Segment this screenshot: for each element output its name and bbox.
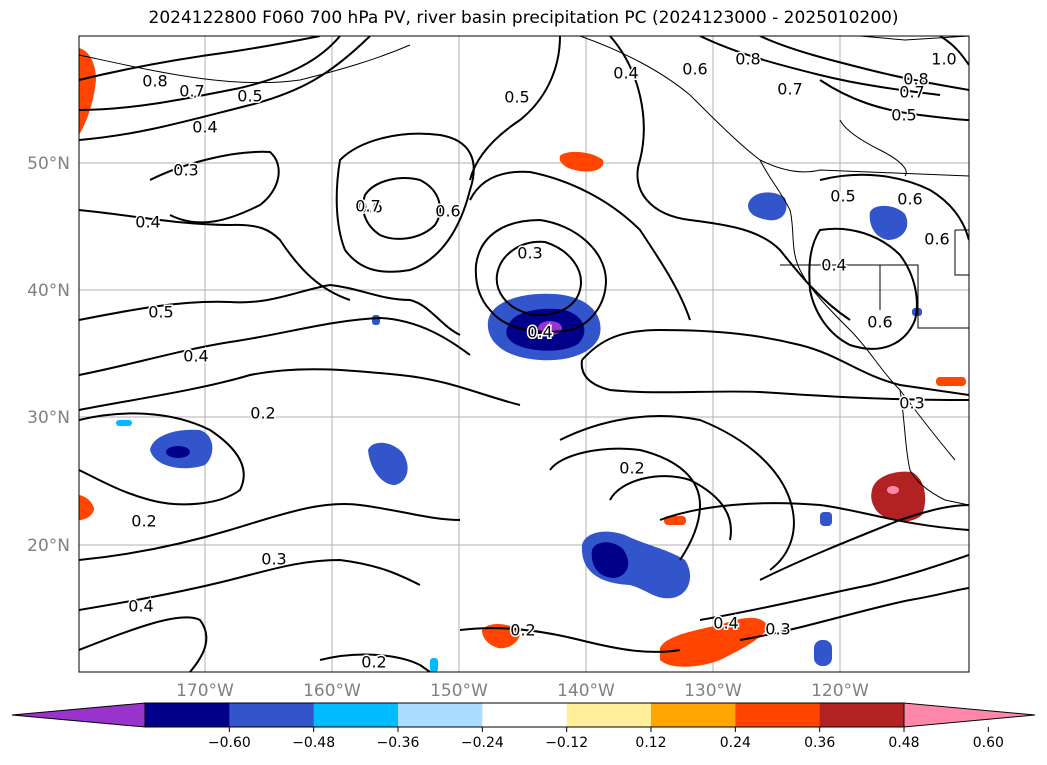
contour-label: 0.3 [173, 161, 198, 180]
contour-label: 1.0 [931, 50, 956, 69]
colorbar-tick-label: −0.60 [208, 735, 251, 751]
contour-label: 0.3 [517, 244, 542, 263]
colorbar-frame [144, 702, 905, 728]
pos-anomaly-nw [79, 48, 96, 135]
latitude-labels: 50°N 40°N 30°N 20°N [27, 154, 70, 556]
map-frame [78, 35, 970, 673]
map-title: 2024122800 F060 700 hPa PV, river basin … [148, 8, 899, 28]
neg-anomaly-wa [748, 192, 787, 221]
colorbar-tick-label: −0.48 [292, 735, 335, 751]
contour-label: 0.4 [183, 347, 208, 366]
contour-label: 0.3 [261, 550, 286, 569]
contour-label: 0.6 [435, 202, 460, 221]
gridlines [79, 36, 969, 672]
contour-label: 0.3 [765, 620, 790, 639]
contour-label: 0.5 [504, 88, 529, 107]
longitude-labels: 170°W 160°W 150°W 140°W 130°W 120°W [176, 681, 869, 701]
precip-anomalies [79, 48, 966, 672]
lat-label: 30°N [27, 408, 70, 428]
colorbar-extend-high [903, 702, 1036, 728]
contour-label: 0.5 [237, 87, 262, 106]
contour-label: 0.4 [613, 64, 638, 83]
lon-label: 130°W [684, 681, 742, 701]
contour-label: 0.7 [179, 82, 204, 101]
contour-label: 0.5 [148, 303, 173, 322]
colorbar-segment [145, 703, 230, 727]
contour-label-group: 0.8 0.7 0.5 0.4 0.3 0.6 0.4 0.5 0.4 0.2 … [127, 48, 958, 672]
contour-label: 0.7 [355, 197, 380, 216]
colorbar-segment [482, 703, 568, 727]
contour-label: 0.8 [735, 50, 760, 69]
contour-label: 0.5 [830, 187, 855, 206]
contour-label: 0.6 [924, 230, 949, 249]
lon-label: 160°W [303, 681, 361, 701]
colorbar-tick-label: 0.48 [888, 735, 919, 751]
contour-label: 0.4 [128, 597, 153, 616]
contour-label: 0.4 [135, 213, 160, 232]
contour-label: 0.7 [899, 83, 924, 102]
contour-label: 0.6 [897, 190, 922, 209]
lat-label: 40°N [27, 281, 70, 301]
colorbar-segment [398, 703, 483, 727]
lon-label: 140°W [557, 681, 615, 701]
colorbar-tick-label: −0.24 [461, 735, 504, 751]
pos-anomaly-subtropical [871, 471, 926, 522]
lon-label: 120°W [811, 681, 869, 701]
colorbar-segment [819, 703, 905, 727]
colorbar-segment [735, 703, 821, 727]
contour-label: 0.6 [682, 60, 707, 79]
contour-label: 0.4 [192, 118, 217, 137]
lat-label: 50°N [27, 154, 70, 174]
contour-label: 0.8 [903, 70, 928, 89]
colorbar-segment [229, 703, 315, 727]
coastlines [79, 36, 969, 506]
contour-label: 0.2 [131, 512, 156, 531]
contour-label: 0.4 [713, 614, 738, 633]
lon-label: 170°W [176, 681, 234, 701]
pos-anomaly-bc [559, 151, 604, 172]
contour-label: 0.7 [777, 80, 802, 99]
pv-contours [79, 36, 969, 672]
contour-label: 0.2 [361, 653, 386, 672]
pos-anomaly-w [79, 495, 94, 520]
contour-label: 0.2 [619, 459, 644, 478]
colorbar-tick-label: −0.12 [545, 735, 588, 751]
contour-label: 0.4 [821, 256, 846, 275]
contour-label: 0.6 [357, 198, 382, 217]
contour-label: 0.2 [510, 621, 535, 640]
colorbar-tick-label: 0.36 [804, 735, 835, 751]
contour-label: 0.8 [142, 72, 167, 91]
colorbar-segment [566, 703, 652, 727]
contour-label: 0.5 [891, 106, 916, 125]
pos-anomaly-southeast [660, 617, 768, 667]
contour-label: 0.3 [899, 394, 924, 413]
neg-anomaly-idaho [869, 205, 908, 240]
colorbar-tick-label: 0.24 [720, 735, 751, 751]
lat-label: 20°N [27, 536, 70, 556]
contour-label: 0.2 [250, 404, 275, 423]
colorbar-tick-label: 0.60 [973, 735, 1004, 751]
colorbar-segment [651, 703, 736, 727]
neg-anomaly-hawaii [368, 442, 408, 485]
contour-label: 0.6 [867, 313, 892, 332]
colorbar-extend-low [11, 702, 146, 728]
lon-label: 150°W [430, 681, 488, 701]
contour-label: 0.4 [527, 323, 552, 342]
colorbar-segment [313, 703, 399, 727]
colorbar-tick-label: 0.12 [635, 735, 666, 751]
colorbar: −0.60 −0.48 −0.36 −0.24 −0.12 0.12 0.24 0.36 0.4… [11, 702, 1036, 751]
colorbar-tick-label: −0.36 [377, 735, 420, 751]
